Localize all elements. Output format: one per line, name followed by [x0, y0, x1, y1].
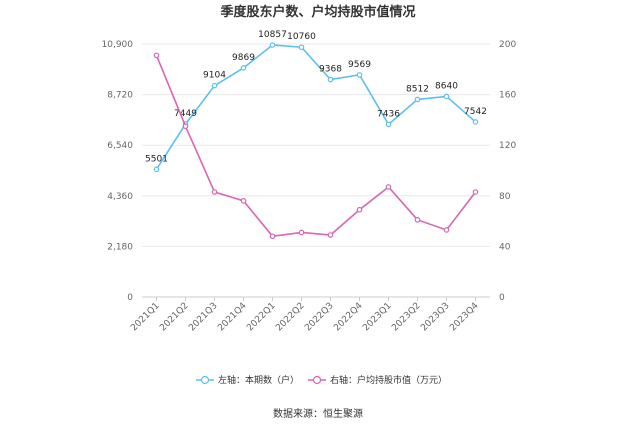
series-1-point: [472, 119, 479, 125]
data-label: 7436: [377, 109, 400, 119]
x-tick-label: 2022Q4: [332, 301, 365, 334]
series-line-2: [155, 55, 477, 238]
legend-marker-1: [200, 375, 210, 385]
series-2-point: [153, 52, 160, 59]
series-1-point: [414, 96, 421, 103]
right-axis-ticks: 0 40 80 120 160 200: [499, 40, 516, 303]
source-note: 数据来源：恒生聚源: [273, 407, 363, 420]
data-label: 9368: [319, 65, 342, 75]
series-1-point: [443, 93, 450, 100]
series-1-point: [269, 42, 276, 48]
legend-label-2: 右轴：户均持股市值（万元）: [330, 374, 447, 386]
x-tick-label: 2021Q2: [158, 301, 190, 333]
right-tick-label: 80: [499, 192, 511, 202]
chart-title: 季度股东户数、户均持股市值情况: [219, 4, 415, 20]
series-2-point: [356, 206, 363, 213]
right-tick-label: 120: [499, 141, 516, 151]
right-tick-label: 160: [499, 91, 516, 101]
series-2-point: [211, 189, 218, 195]
series-2-point: [327, 232, 334, 238]
series-line-1: [155, 44, 477, 170]
series-2-point: [269, 233, 276, 240]
series-2-point: [414, 217, 421, 223]
left-axis-ticks: 0 2,180 4,360 6,540 8,720 10,900: [102, 40, 134, 303]
x-tick-label: 2022Q1: [245, 301, 277, 333]
series-2-point: [443, 227, 450, 233]
legend-label-1: 左轴：本期数（户）: [218, 374, 299, 386]
data-label: 7542: [464, 107, 487, 117]
x-tick-label: 2023Q3: [419, 301, 451, 333]
left-tick-label: 2,180: [107, 242, 133, 252]
series-1-point: [211, 82, 218, 89]
x-tick-label: 2023Q2: [390, 301, 422, 333]
series-2-point: [472, 189, 479, 195]
x-tick-label: 2021Q4: [216, 301, 249, 334]
data-label: 8640: [435, 81, 458, 91]
series-1-point: [356, 72, 363, 78]
series-1-point: [327, 76, 334, 83]
left-tick-label: 10,900: [102, 40, 134, 50]
left-tick-label: 4,360: [107, 192, 133, 202]
data-label: 5501: [145, 154, 168, 164]
left-tick-label: 6,540: [107, 141, 133, 151]
x-tick-label: 2021Q3: [187, 301, 219, 333]
x-tick-label: 2023Q4: [448, 301, 481, 334]
right-tick-label: 40: [499, 242, 511, 252]
x-tick-label: 2022Q3: [303, 301, 335, 333]
legend-marker-2: [312, 375, 322, 385]
series-1-point: [153, 166, 160, 173]
series-1-point: [385, 121, 392, 128]
x-axis-ticks: 2021Q12021Q22021Q32021Q42022Q12022Q22022…: [129, 297, 481, 333]
data-label: 8512: [406, 84, 429, 94]
data-label: 9569: [348, 60, 371, 70]
series-2-point: [240, 198, 247, 204]
data-label: 10760: [287, 32, 316, 42]
series-1-point: [298, 44, 305, 51]
data-label: 10857: [258, 30, 287, 40]
data-label: 9104: [203, 71, 226, 81]
series-2-point: [182, 123, 189, 130]
series-2-point: [385, 184, 392, 190]
left-tick-label: 0: [127, 293, 133, 303]
data-label: 9869: [232, 53, 255, 63]
data-label: 7449: [174, 109, 197, 119]
grid-lines: [142, 43, 490, 298]
x-tick-label: 2023Q1: [361, 301, 393, 333]
x-tick-label: 2022Q2: [274, 301, 306, 333]
series-layer: 5501 7449 9104 9869 10857 10760 9368 9569 7436 85…: [145, 30, 487, 240]
legend[interactable]: 左轴：本期数（户） 右轴：户均持股市值（万元）: [196, 374, 447, 386]
x-tick-label: 2021Q1: [129, 301, 161, 333]
left-tick-label: 8,720: [107, 91, 133, 101]
series-1-point: [240, 65, 247, 71]
right-tick-label: 0: [499, 293, 505, 303]
series-2-point: [298, 229, 305, 236]
right-tick-label: 200: [499, 40, 516, 50]
